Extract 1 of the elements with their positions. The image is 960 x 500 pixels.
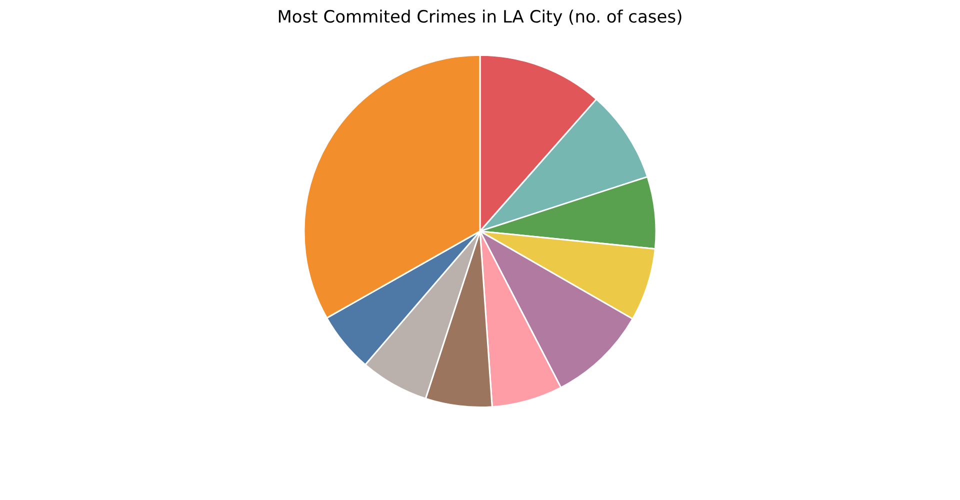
chart-title: Most Commited Crimes in LA City (no. of cases) bbox=[277, 8, 683, 28]
